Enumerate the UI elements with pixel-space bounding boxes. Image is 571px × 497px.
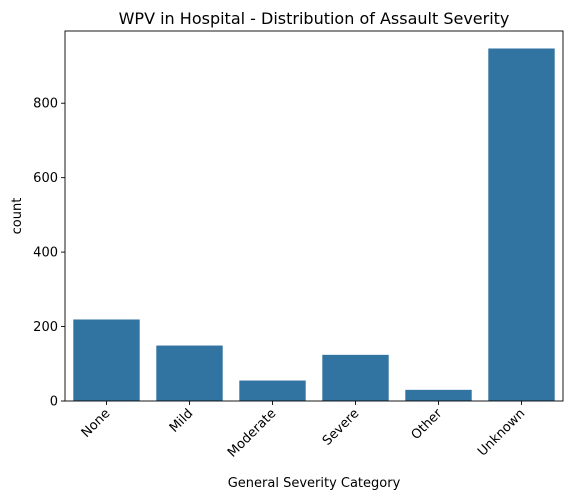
x-tick-label-mild: Mild <box>167 406 196 435</box>
x-tick-label-severe: Severe <box>320 406 362 448</box>
x-axis-label: General Severity Category <box>228 476 401 491</box>
bar-severe <box>322 355 388 401</box>
y-tick-label: 800 <box>33 97 58 112</box>
x-axis: None Mild Moderate Severe Other Unknown <box>79 401 529 461</box>
plot-area <box>65 31 563 401</box>
y-tick-label: 600 <box>33 171 58 186</box>
bar-mild <box>156 346 222 401</box>
bar-other <box>405 390 471 401</box>
x-tick-label-unknown: Unknown <box>475 406 528 459</box>
y-tick-label: 400 <box>33 246 58 261</box>
x-tick-label-other: Other <box>409 406 446 443</box>
x-tick-label-none: None <box>79 406 114 441</box>
y-axis-label: count <box>10 198 25 235</box>
y-axis: 0 200 400 600 800 <box>33 97 65 410</box>
bar-unknown <box>488 48 554 401</box>
bar-moderate <box>239 381 305 401</box>
bar-none <box>73 319 139 401</box>
x-tick-label-moderate: Moderate <box>225 406 279 460</box>
chart-title: WPV in Hospital - Distribution of Assaul… <box>119 9 510 28</box>
y-tick-label: 200 <box>33 320 58 335</box>
y-tick-label: 0 <box>50 395 58 410</box>
